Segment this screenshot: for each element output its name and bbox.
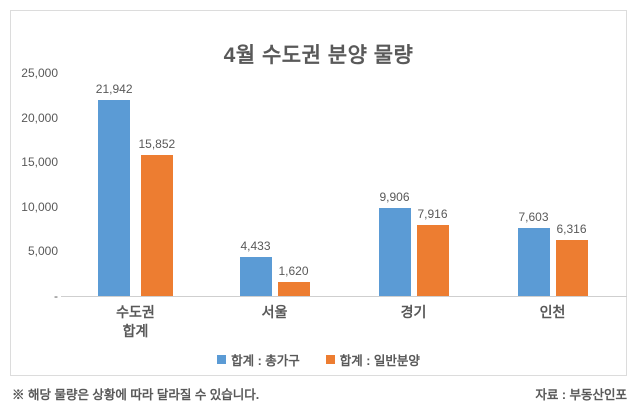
chart-frame: 4월 수도권 분양 물량 25,000 20,000 15,000 10,000 5,0…	[10, 10, 627, 376]
y-tick-label: 20,000	[21, 110, 58, 125]
y-tick-label: -	[54, 288, 58, 303]
bar-with-label: 7,603	[517, 210, 550, 296]
y-tick-label: 10,000	[21, 199, 58, 214]
bar-total-households	[378, 207, 411, 296]
bar-value-label: 6,316	[556, 221, 587, 236]
bar-with-label: 7,916	[416, 207, 449, 296]
category-label: 경기	[400, 304, 427, 320]
bar-total-households	[98, 100, 131, 296]
category-label: 서울	[261, 304, 288, 320]
legend-item: 합계 : 일반분양	[325, 350, 420, 369]
bar-with-label: 9,906	[378, 189, 411, 296]
x-axis-line	[61, 296, 627, 297]
legend-item: 합계 : 총가구	[217, 350, 300, 369]
y-tick-label: 25,000	[21, 66, 58, 80]
bar-total-households	[517, 228, 550, 296]
bar-with-label: 1,620	[277, 263, 310, 296]
y-axis: 25,000 20,000 15,000 10,000 5,000 -	[11, 65, 58, 304]
bar-general-sale	[555, 239, 588, 296]
bar-value-label: 7,603	[518, 210, 549, 225]
legend: 합계 : 총가구 합계 : 일반분양	[11, 350, 626, 369]
bar-value-label: 21,942	[95, 82, 133, 97]
y-tick-label: 15,000	[21, 155, 58, 170]
legend-label: 합계 : 일반분양	[339, 354, 420, 368]
bar-group: 7,603 6,316	[483, 73, 622, 296]
bar-group: 4,433 1,620	[205, 73, 344, 296]
bar-value-label: 9,906	[379, 189, 410, 204]
bar-value-label: 4,433	[240, 238, 271, 253]
footnote-source: 자료 : 부동산인포	[535, 388, 627, 402]
chart-title: 4월 수도권 분양 물량	[223, 44, 414, 67]
y-tick-label: 5,000	[27, 244, 58, 259]
bar-general-sale	[416, 225, 449, 296]
bar-general-sale	[277, 281, 310, 296]
x-axis-labels: 수도권 합계 서울 경기 인천	[66, 303, 622, 341]
bar-group: 9,906 7,916	[344, 73, 483, 296]
legend-swatch-icon	[325, 355, 335, 364]
bar-with-label: 21,942	[96, 82, 133, 296]
bar-with-label: 15,852	[138, 136, 176, 296]
bar-value-label: 7,916	[417, 207, 448, 222]
category-label: 수도권 합계	[116, 304, 155, 339]
bar-value-label: 15,852	[138, 136, 176, 151]
bar-with-label: 6,316	[555, 221, 588, 296]
bar-total-households	[239, 256, 272, 296]
bar-general-sale	[140, 154, 173, 296]
footnote-disclaimer: ※ 해당 물량은 상황에 따라 달라질 수 있습니다.	[12, 388, 260, 402]
legend-label: 합계 : 총가구	[231, 354, 300, 368]
bar-with-label: 4,433	[239, 238, 272, 296]
bar-group: 21,942 15,852	[66, 73, 205, 296]
plot-area: 21,942 15,852 4,433 1,620 9,906 7,916 7,603 6,3…	[66, 73, 622, 296]
category-label: 인천	[539, 304, 566, 320]
bar-value-label: 1,620	[278, 263, 309, 278]
legend-swatch-icon	[217, 355, 227, 364]
